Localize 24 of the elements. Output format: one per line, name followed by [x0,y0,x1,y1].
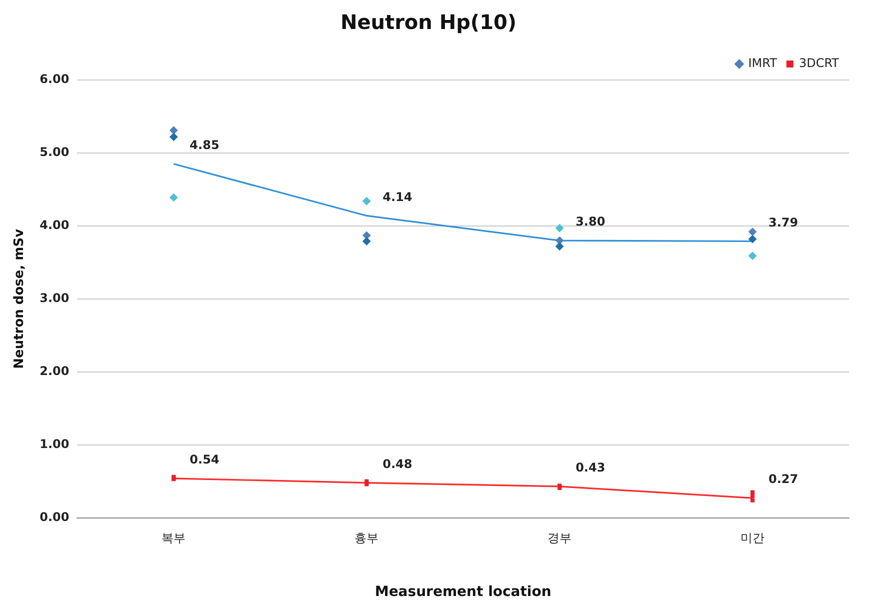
y-tick-label: 1.00 [40,436,70,451]
x-tick-label: 미간 [740,531,765,546]
data-label: 0.43 [576,460,606,475]
data-label: 3.80 [576,214,606,229]
data-label: 0.27 [768,472,798,486]
data-label: 0.48 [382,456,412,471]
x-tick-label: 흉부 [354,531,379,546]
y-tick-label: 5.00 [40,145,70,160]
chart-title: Neutron Hp(10) [340,10,517,34]
y-tick-label: 2.00 [40,364,70,378]
y-axis-title: Neutron dose, mSv [12,228,28,369]
legend-label: 3DCRT [798,56,840,70]
data-label: 4.85 [190,138,220,152]
x-axis-title: Measurement location [374,584,552,600]
y-tick-label: 0.00 [40,510,70,524]
y-tick-label: 4.00 [40,218,70,232]
x-tick-label: 복부 [162,531,186,546]
data-label: 3.79 [768,215,798,230]
data-label: 0.54 [190,452,220,467]
y-tick-label: 3.00 [40,291,70,306]
y-tick-label: 6.00 [40,72,70,86]
legend-label: IMRT [748,56,778,70]
x-tick-label: 경부 [548,531,572,546]
data-label: 4.14 [382,190,412,204]
